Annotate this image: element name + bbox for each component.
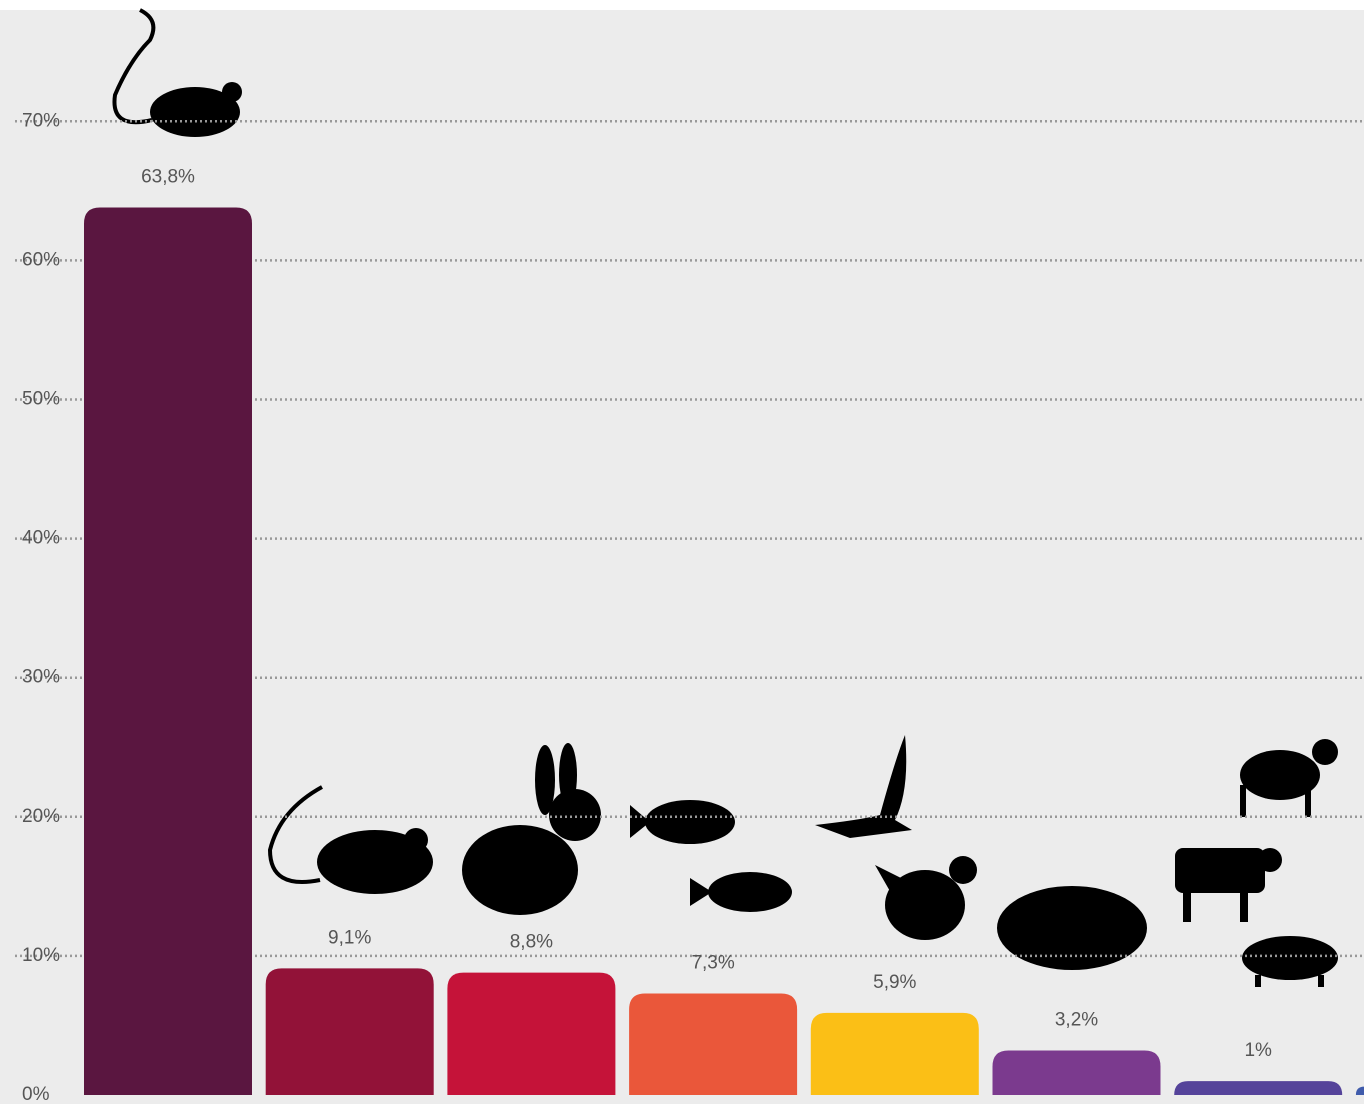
y-tick-label: 0% xyxy=(22,1084,50,1104)
bar xyxy=(266,968,434,1095)
bar xyxy=(84,208,252,1095)
value-label: 3,2% xyxy=(1055,1010,1098,1031)
y-tick-label: 20% xyxy=(22,806,60,827)
bar xyxy=(629,993,797,1095)
guinea-pig-icon xyxy=(997,886,1147,970)
y-tick-label: 10% xyxy=(22,945,60,966)
value-label: 7,3% xyxy=(691,952,734,973)
bar xyxy=(447,973,615,1095)
chart: 0% 10% 20% 30% 40% 50% 60% 70% 63,8% 9,1% 8,8% 7,3%… xyxy=(0,0,1364,1104)
page: 0% 10% 20% 30% 40% 50% 60% 70% 63,8% 9,1% 8,8% 7,3%… xyxy=(0,0,1364,1104)
y-tick-label: 70% xyxy=(22,110,60,131)
bar xyxy=(811,1013,979,1095)
value-label: 63,8% xyxy=(141,167,195,188)
y-tick-label: 40% xyxy=(22,528,60,549)
y-tick-label: 60% xyxy=(22,249,60,270)
value-label: 8,8% xyxy=(510,932,553,953)
value-label: 9,1% xyxy=(328,927,371,948)
bar xyxy=(1174,1081,1342,1095)
value-label: 5,9% xyxy=(873,972,916,993)
value-label: 1% xyxy=(1244,1040,1272,1061)
y-tick-label: 30% xyxy=(22,667,60,688)
bar xyxy=(993,1050,1161,1095)
y-tick-label: 50% xyxy=(22,389,60,410)
